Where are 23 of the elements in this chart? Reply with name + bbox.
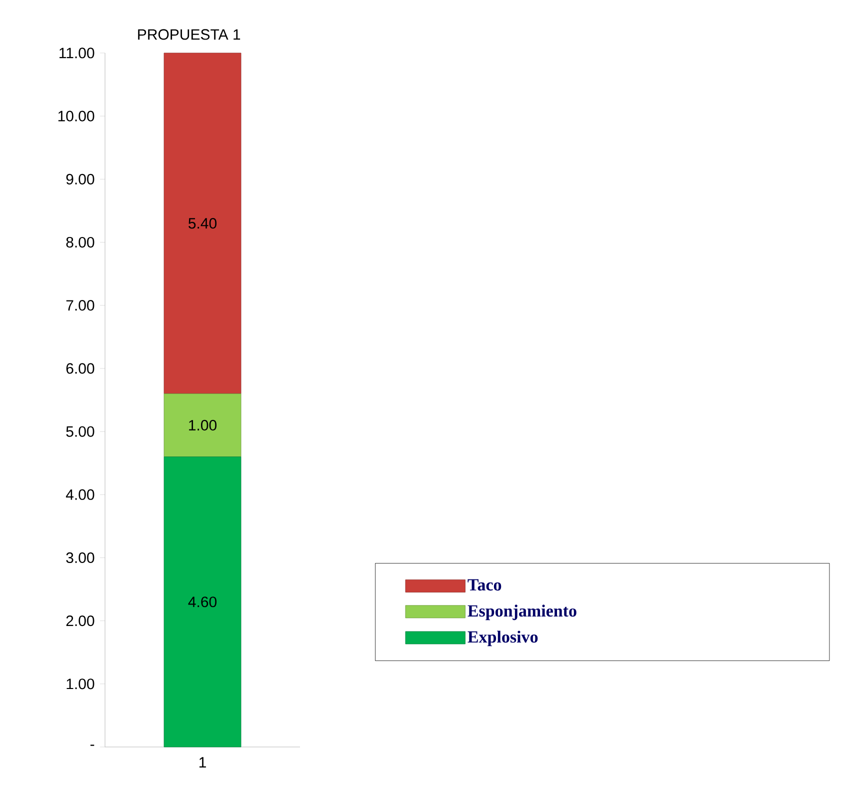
- y-tick-label: -: [90, 744, 94, 746]
- y-tick-label: 1.00: [66, 678, 94, 690]
- y-tick-label: 6.00: [66, 363, 94, 374]
- y-tick-label: 11.00: [60, 48, 94, 58]
- bar: [164, 456, 242, 748]
- data-label: 5.40: [188, 218, 217, 229]
- x-tick-label: 1: [199, 757, 206, 768]
- legend-label: Explosivo: [468, 630, 538, 646]
- chart-title: PROPUESTA 1: [138, 29, 240, 40]
- y-tick-label: 7.00: [66, 300, 94, 311]
- bar: [164, 393, 242, 457]
- y-tick-label: 2.00: [66, 615, 94, 626]
- data-label: 4.60: [188, 596, 217, 608]
- legend-label: Taco: [468, 579, 502, 591]
- y-tick-label: 10.00: [58, 110, 94, 122]
- y-tick-label: 4.00: [66, 489, 94, 500]
- y-tick-label: 3.00: [66, 552, 94, 564]
- y-tick-label: 5.00: [66, 426, 94, 437]
- data-label: 1.00: [189, 420, 217, 431]
- y-tick-label: 9.00: [66, 174, 94, 184]
- legend-label: Esponjamiento: [468, 604, 576, 620]
- y-tick-label: 8.00: [66, 236, 94, 248]
- bar: [164, 52, 242, 394]
